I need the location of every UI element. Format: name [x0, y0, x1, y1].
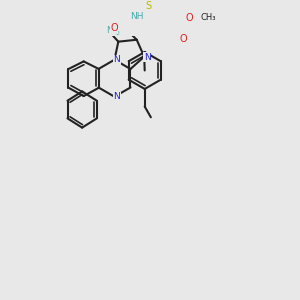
Text: O: O: [180, 34, 188, 44]
Text: NH: NH: [130, 12, 143, 21]
Text: O: O: [110, 23, 118, 33]
Text: S: S: [145, 1, 152, 11]
Text: N: N: [144, 53, 151, 62]
Text: 2: 2: [115, 31, 119, 36]
Text: NH: NH: [106, 26, 119, 35]
Text: O: O: [185, 13, 193, 23]
Text: CH₃: CH₃: [201, 14, 216, 22]
Text: N: N: [113, 92, 120, 101]
Text: N: N: [113, 55, 120, 64]
